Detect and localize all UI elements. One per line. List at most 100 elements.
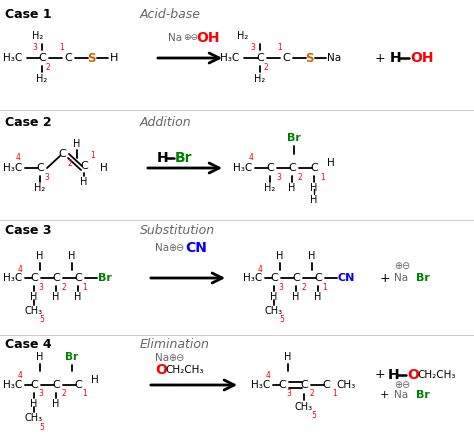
Text: C: C: [64, 53, 72, 63]
Text: H: H: [30, 292, 38, 302]
Text: 1: 1: [82, 283, 87, 291]
Text: CH₃: CH₃: [25, 306, 43, 316]
Text: O: O: [407, 368, 419, 382]
Text: 4: 4: [265, 371, 271, 380]
Text: 2: 2: [302, 283, 307, 291]
Text: H₃C: H₃C: [3, 53, 22, 63]
Text: Case 1: Case 1: [5, 8, 52, 21]
Text: 1: 1: [90, 152, 95, 160]
Text: H₃C: H₃C: [220, 53, 239, 63]
Text: H: H: [276, 251, 283, 261]
Text: H: H: [80, 177, 88, 187]
Text: 3: 3: [38, 283, 43, 291]
Text: C: C: [58, 149, 66, 159]
Text: H: H: [36, 251, 44, 261]
Text: H₃C: H₃C: [3, 273, 22, 283]
Text: H₂: H₂: [237, 31, 249, 41]
Text: H₃C: H₃C: [3, 163, 22, 173]
Text: C: C: [74, 380, 82, 390]
Text: Case 3: Case 3: [5, 224, 52, 237]
Text: ⊕⊖: ⊕⊖: [168, 353, 184, 363]
Text: 2: 2: [46, 63, 51, 72]
Text: H: H: [157, 151, 169, 165]
Text: 3: 3: [250, 43, 255, 52]
Text: Br: Br: [175, 151, 192, 165]
Text: Na: Na: [394, 390, 408, 400]
Text: H: H: [292, 292, 300, 302]
Text: Br: Br: [416, 273, 430, 283]
Text: H: H: [74, 292, 82, 302]
Text: 1: 1: [82, 389, 87, 398]
Text: Elimination: Elimination: [140, 338, 210, 351]
Text: C: C: [322, 380, 330, 390]
Text: C: C: [266, 163, 274, 173]
Text: 5: 5: [39, 316, 44, 325]
Text: 2: 2: [62, 389, 67, 398]
Text: 2: 2: [310, 389, 315, 398]
Text: ⊕⊖: ⊕⊖: [183, 34, 198, 42]
Text: Acid-base: Acid-base: [140, 8, 201, 21]
Text: C: C: [278, 380, 286, 390]
Text: 3: 3: [32, 43, 37, 52]
Text: CH₃: CH₃: [265, 306, 283, 316]
Text: H: H: [52, 292, 60, 302]
Text: H₃C: H₃C: [251, 380, 270, 390]
Text: H: H: [52, 399, 60, 409]
Text: +: +: [380, 390, 389, 400]
Text: ⊕⊖: ⊕⊖: [394, 261, 410, 271]
Text: Case 4: Case 4: [5, 338, 52, 351]
Text: H: H: [270, 292, 278, 302]
Text: S: S: [305, 51, 313, 64]
Text: Na: Na: [155, 353, 169, 363]
Text: O: O: [155, 363, 167, 377]
Text: H: H: [288, 183, 296, 193]
Text: 2: 2: [62, 283, 67, 291]
Text: 4: 4: [248, 153, 254, 163]
Text: 4: 4: [16, 153, 20, 163]
Text: 5: 5: [279, 316, 284, 325]
Text: OH: OH: [410, 51, 434, 65]
Text: Case 2: Case 2: [5, 116, 52, 129]
Text: H₃C: H₃C: [233, 163, 252, 173]
Text: Addition: Addition: [140, 116, 191, 129]
Text: H: H: [390, 51, 401, 65]
Text: H₃C: H₃C: [3, 380, 22, 390]
Text: +: +: [375, 368, 386, 381]
Text: Na: Na: [327, 53, 341, 63]
Text: C: C: [74, 273, 82, 283]
Text: H: H: [310, 183, 318, 193]
Text: CH₂CH₃: CH₂CH₃: [165, 365, 203, 375]
Text: H₂: H₂: [264, 183, 275, 193]
Text: C: C: [30, 380, 38, 390]
Text: OH: OH: [196, 31, 219, 45]
Text: C: C: [310, 163, 318, 173]
Text: Na: Na: [168, 33, 182, 43]
Text: H₂: H₂: [35, 183, 46, 193]
Text: 3: 3: [286, 389, 291, 398]
Text: H: H: [30, 399, 38, 409]
Text: +: +: [375, 51, 386, 64]
Text: H: H: [100, 163, 108, 173]
Text: S: S: [87, 51, 95, 64]
Text: H: H: [314, 292, 322, 302]
Text: CH₃: CH₃: [25, 413, 43, 423]
Text: CN: CN: [338, 273, 356, 283]
Text: CH₂CH₃: CH₂CH₃: [417, 370, 456, 380]
Text: C: C: [38, 53, 46, 63]
Text: H: H: [68, 251, 76, 261]
Text: H₃C: H₃C: [243, 273, 262, 283]
Text: C: C: [292, 273, 300, 283]
Text: Na: Na: [155, 243, 169, 253]
Text: H: H: [284, 352, 292, 362]
Text: 1: 1: [322, 283, 327, 291]
Text: H: H: [327, 158, 335, 168]
Text: C: C: [314, 273, 322, 283]
Text: 3: 3: [276, 173, 281, 182]
Text: 4: 4: [18, 371, 22, 380]
Text: C: C: [52, 380, 60, 390]
Text: 1: 1: [60, 43, 64, 52]
Text: H: H: [110, 53, 118, 63]
Text: Substitution: Substitution: [140, 224, 215, 237]
Text: 2: 2: [68, 159, 73, 168]
Text: 3: 3: [38, 389, 43, 398]
